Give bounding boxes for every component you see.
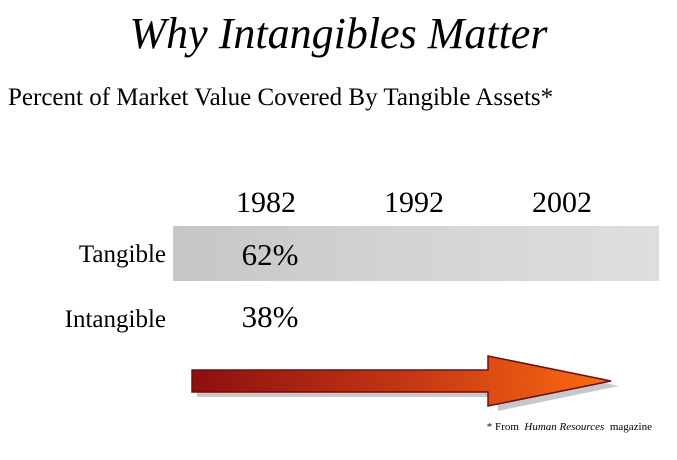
cell-intangible-1982: 38% xyxy=(241,299,299,334)
row-label-tangible: Tangible xyxy=(78,241,166,268)
year-header-1992: 1992 xyxy=(384,186,444,219)
source-footnote: * From Human Resources magazine xyxy=(487,421,652,433)
slide-title: Why Intangibles Matter xyxy=(129,9,548,58)
tangible-row-band xyxy=(173,226,659,281)
footnote-suffix: magazine xyxy=(609,421,652,433)
slide-subtitle: Percent of Market Value Covered By Tangi… xyxy=(8,84,554,111)
footnote-prefix: * From xyxy=(486,421,519,433)
year-header-1982: 1982 xyxy=(236,186,296,219)
cell-tangible-1982: 62% xyxy=(241,237,299,272)
footnote-source: Human Resources xyxy=(524,421,605,433)
year-header-2002: 2002 xyxy=(532,186,592,219)
right-arrow-icon xyxy=(191,355,619,411)
row-label-intangible: Intangible xyxy=(64,306,166,333)
